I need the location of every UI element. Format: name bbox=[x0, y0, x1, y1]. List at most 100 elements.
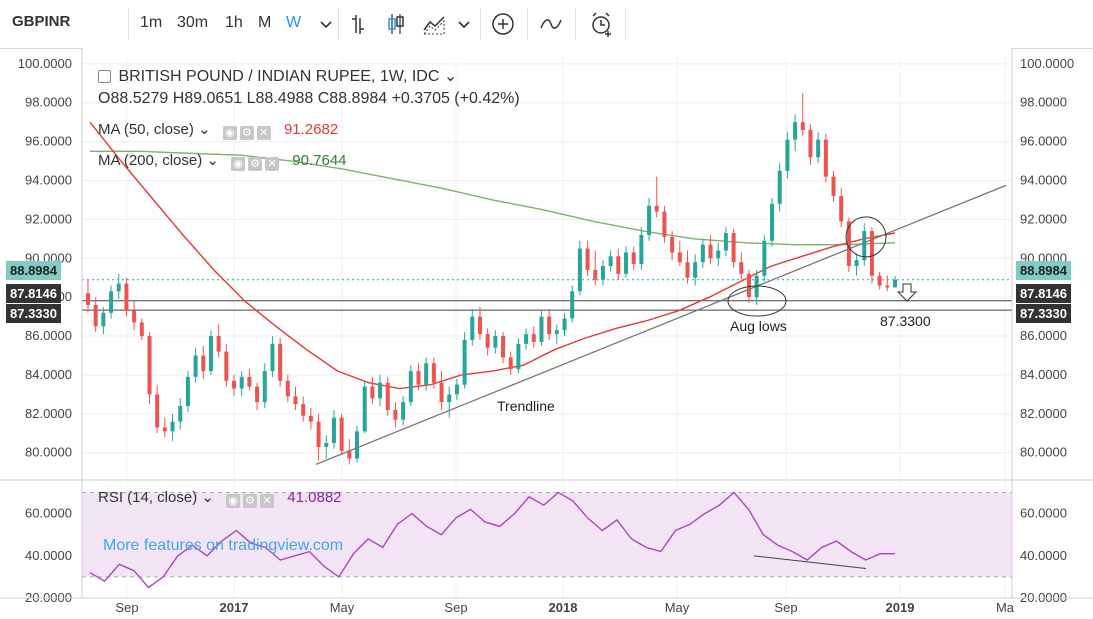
interval-1h[interactable]: 1h bbox=[225, 14, 243, 31]
trendline bbox=[315, 184, 1007, 465]
ma200-line bbox=[90, 150, 896, 246]
candle-body bbox=[723, 233, 728, 251]
rsi-tick-label: 40.0000 bbox=[1020, 548, 1067, 563]
candle-body bbox=[109, 291, 114, 313]
y-tick-label: 80.0000 bbox=[1020, 445, 1067, 460]
candle-body bbox=[285, 380, 290, 397]
area-chart-icon[interactable] bbox=[420, 10, 448, 38]
y-tick-label: 86.0000 bbox=[1020, 328, 1067, 343]
candle-body bbox=[885, 285, 890, 288]
chevron-down-icon[interactable] bbox=[312, 10, 340, 38]
candle-body bbox=[770, 203, 775, 241]
interval-month[interactable]: M bbox=[258, 14, 272, 31]
interval-week[interactable]: W bbox=[286, 14, 302, 31]
candle-body bbox=[624, 252, 628, 274]
aug-lows-label: Aug lows bbox=[730, 318, 787, 334]
candle-body bbox=[700, 244, 705, 263]
candle-body bbox=[324, 443, 329, 447]
candle-body bbox=[462, 339, 467, 385]
eye-icon[interactable]: ◉ bbox=[222, 126, 237, 140]
candle-body bbox=[793, 122, 798, 140]
close-icon[interactable]: ✕ bbox=[260, 494, 275, 508]
target-label: 87.3300 bbox=[880, 313, 931, 329]
chevron-down-icon[interactable] bbox=[450, 10, 478, 38]
candle-body bbox=[616, 256, 621, 274]
candle-body bbox=[178, 406, 183, 422]
candle-body bbox=[239, 376, 244, 389]
candle-body bbox=[193, 355, 198, 377]
candle-body bbox=[262, 371, 267, 403]
chevron-down-icon[interactable]: ⌄ bbox=[443, 68, 458, 85]
candlestick-icon[interactable] bbox=[382, 10, 410, 38]
candle-body bbox=[762, 240, 767, 276]
settings-icon[interactable]: ⚙ bbox=[239, 126, 254, 140]
candle-body bbox=[562, 318, 567, 331]
aug-lows-ellipse bbox=[727, 285, 787, 317]
toolbar-divider bbox=[338, 8, 339, 40]
y-tick-label: 94.0000 bbox=[25, 173, 72, 188]
level2-badge-left: 87.3330 bbox=[6, 304, 61, 323]
candle-body bbox=[869, 231, 874, 276]
level1-badge-left: 87.8146 bbox=[6, 284, 61, 303]
eye-icon[interactable]: ◉ bbox=[226, 494, 241, 508]
x-tick-label: 2018 bbox=[549, 600, 578, 615]
interval-1m[interactable]: 1m bbox=[140, 14, 163, 31]
crossover-circle bbox=[845, 216, 887, 258]
candle-body bbox=[662, 211, 667, 237]
ma200-polyline bbox=[90, 150, 896, 246]
eye-icon[interactable]: ◉ bbox=[231, 157, 246, 171]
x-tick-label: 2019 bbox=[886, 600, 915, 615]
ma50-value: 91.2682 bbox=[283, 121, 339, 138]
x-tick-label: Sep bbox=[774, 600, 797, 615]
candle-body bbox=[116, 283, 121, 292]
candle-body bbox=[839, 196, 844, 222]
candle-body bbox=[485, 334, 490, 348]
candle-body bbox=[508, 357, 513, 370]
rsi-tick-label: 40.0000 bbox=[25, 548, 72, 563]
candle-body bbox=[201, 355, 206, 372]
candle-body bbox=[777, 170, 782, 204]
collapse-icon[interactable] bbox=[98, 70, 111, 83]
candle-body bbox=[270, 343, 275, 372]
candle-body bbox=[124, 283, 129, 311]
candle-body bbox=[808, 129, 813, 158]
interval-30m[interactable]: 30m bbox=[177, 14, 209, 31]
rsi-value: 41.0882 bbox=[287, 489, 342, 506]
candle-body bbox=[785, 139, 790, 171]
candle-body bbox=[677, 252, 682, 263]
candle-body bbox=[731, 233, 736, 263]
y-tick-label: 100.0000 bbox=[1020, 56, 1074, 71]
toolbar-divider bbox=[625, 8, 626, 40]
bar-chart-icon[interactable] bbox=[346, 10, 374, 38]
rsi-divergence-line bbox=[753, 555, 867, 569]
settings-icon[interactable]: ⚙ bbox=[243, 494, 258, 508]
promo-link[interactable]: More features on tradingview.com bbox=[103, 537, 344, 554]
candle-body bbox=[216, 336, 221, 352]
current-price-badge-left: 88.8984 bbox=[6, 261, 61, 280]
symbol-label[interactable]: GBPINR bbox=[12, 13, 71, 30]
close-icon[interactable]: ✕ bbox=[265, 157, 280, 171]
compare-icon[interactable] bbox=[537, 10, 565, 38]
candle-body bbox=[101, 312, 106, 327]
candle-body bbox=[331, 417, 336, 443]
close-icon[interactable]: ✕ bbox=[256, 126, 271, 140]
candle-body bbox=[862, 231, 867, 261]
ma50-polyline bbox=[89, 121, 896, 390]
candle-body bbox=[454, 384, 459, 395]
x-tick-label: Ma bbox=[996, 600, 1015, 615]
candle-body bbox=[631, 252, 636, 265]
candle-body bbox=[800, 122, 805, 130]
current-price-badge-right: 88.8984 bbox=[1016, 261, 1071, 280]
add-indicator-icon[interactable] bbox=[489, 10, 517, 38]
ma50-line bbox=[89, 121, 896, 390]
ma200-legend: MA (200, close) ⌄ ◉ ⚙ ✕ 90.7644 bbox=[98, 152, 347, 171]
candle-body bbox=[893, 279, 897, 288]
candle-body bbox=[693, 262, 698, 278]
y-tick-label: 80.0000 bbox=[25, 445, 72, 460]
alarm-clock-icon[interactable] bbox=[588, 10, 616, 38]
y-tick-label: 82.0000 bbox=[1020, 406, 1067, 421]
settings-icon[interactable]: ⚙ bbox=[248, 157, 263, 171]
candle-body bbox=[339, 417, 344, 451]
candle-body bbox=[670, 236, 675, 253]
price-chart[interactable]: 80.0000 80.0000 82.0000 82.0000 84.0000 84.00… bbox=[0, 48, 1093, 619]
